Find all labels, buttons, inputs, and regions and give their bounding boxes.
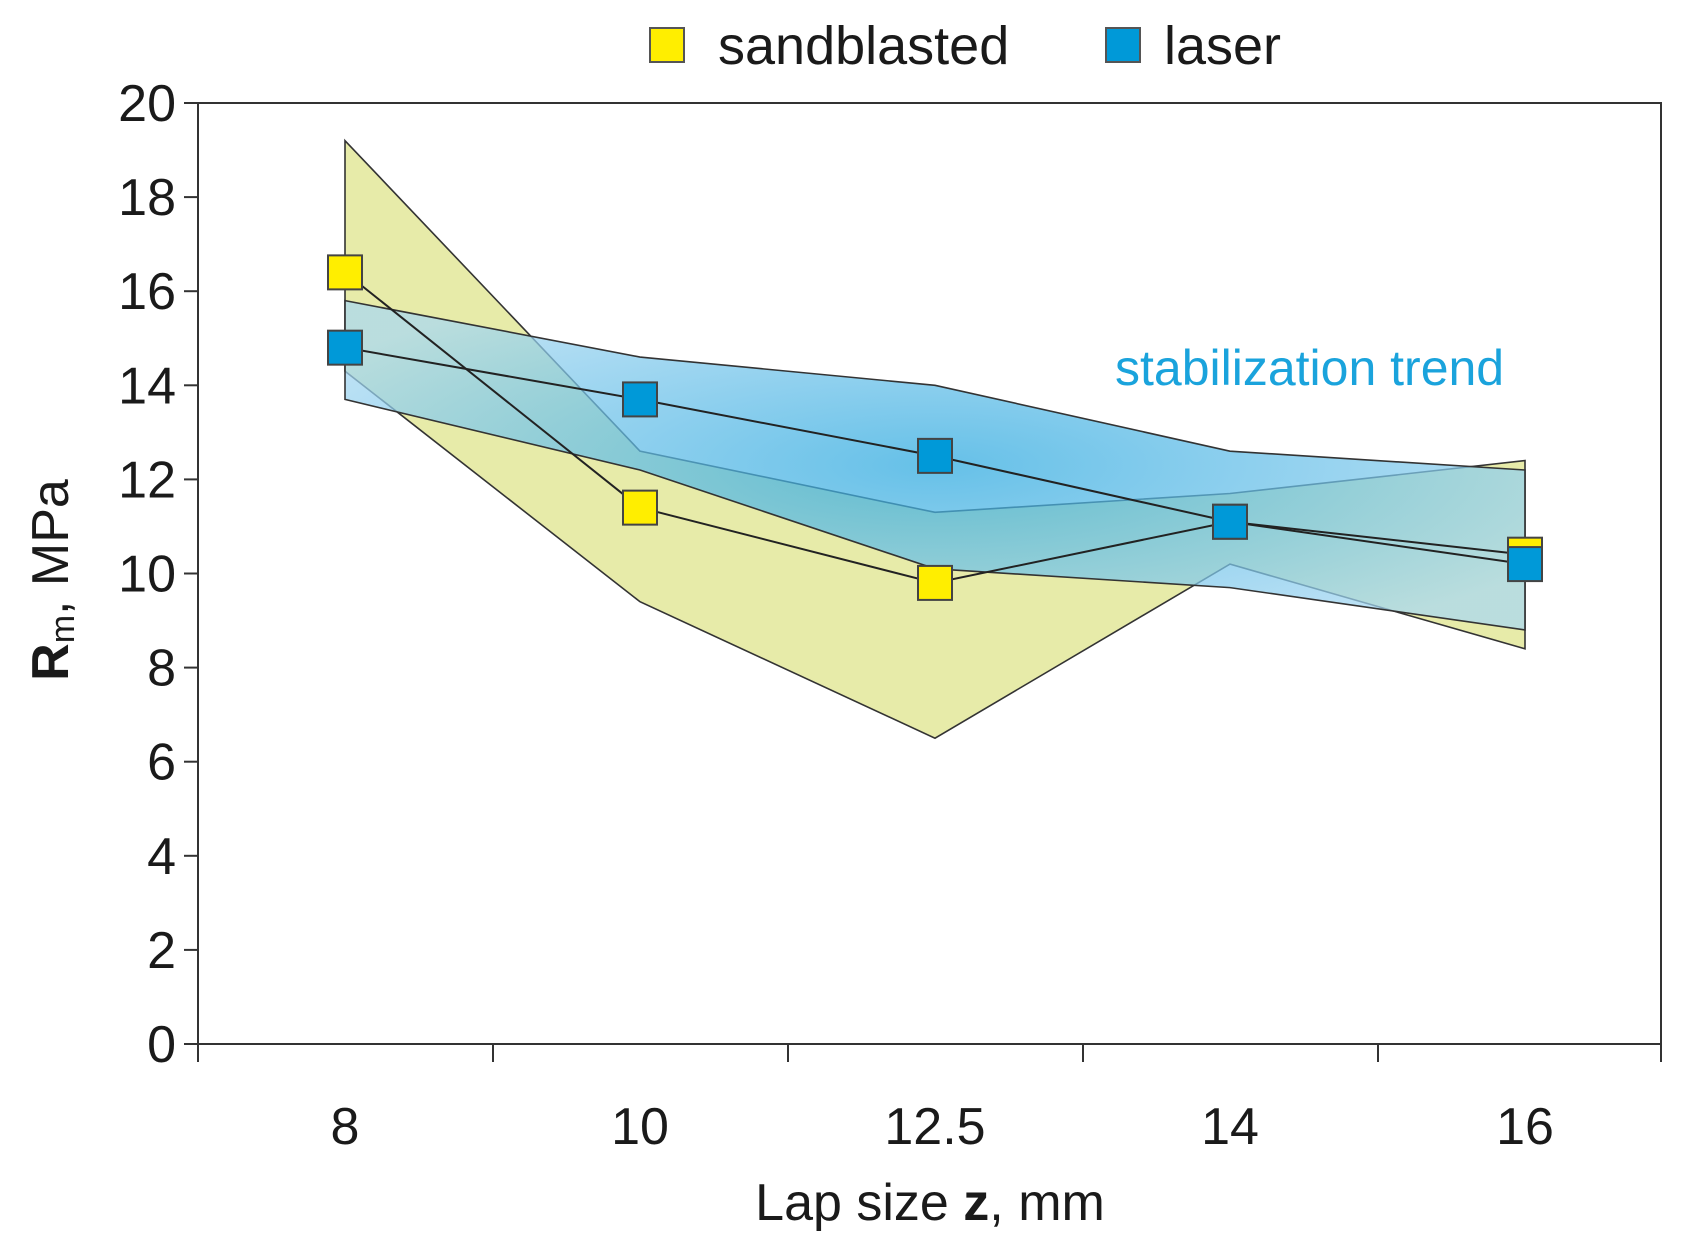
- y-axis-title: Rm, MPa: [22, 479, 82, 681]
- y-tick-label-20: 20: [118, 75, 176, 133]
- marker-laser-14: [1212, 503, 1248, 540]
- y-tick-label-0: 0: [147, 1016, 176, 1074]
- x-axis: 8 10 12.5 14 16: [197, 1044, 1662, 1156]
- x-axis-title-bold: z: [963, 1174, 989, 1232]
- x-tick-label-10: 10: [611, 1098, 669, 1156]
- legend-swatch-laser: [1105, 27, 1141, 63]
- x-tick-label-14: 14: [1201, 1098, 1259, 1156]
- y-axis-title-main: R: [22, 643, 80, 681]
- marker-laser-12.5: [917, 437, 953, 474]
- x-tick-label-8: 8: [331, 1098, 360, 1156]
- y-tick-label-18: 18: [118, 169, 176, 227]
- legend: sandblasted laser: [649, 16, 1281, 76]
- y-axis-title-rest: , MPa: [22, 479, 80, 615]
- marker-sandblasted-12.5: [917, 564, 953, 601]
- markers: [327, 254, 1543, 601]
- annotation-stabilization-trend: stabilization trend: [1115, 340, 1504, 396]
- y-tick-label-6: 6: [147, 734, 176, 792]
- y-tick-label-12: 12: [118, 451, 176, 509]
- x-axis-title: Lap size z, mm: [755, 1174, 1105, 1232]
- marker-laser-16: [1507, 546, 1543, 583]
- x-axis-title-post: , mm: [989, 1174, 1105, 1232]
- y-axis-title-sub: m: [44, 615, 82, 643]
- x-tick-label-12.5: 12.5: [884, 1098, 985, 1156]
- legend-label-sandblasted: sandblasted: [718, 16, 1009, 76]
- y-tick-label-8: 8: [147, 640, 176, 698]
- legend-swatch-sandblasted: [649, 27, 685, 63]
- marker-laser-8: [327, 329, 363, 366]
- legend-label-laser: laser: [1164, 16, 1281, 76]
- y-tick-label-4: 4: [147, 828, 176, 886]
- y-axis: 0 2 4 6 8 10 12 14 16 18 20: [118, 75, 198, 1074]
- y-tick-label-14: 14: [118, 357, 176, 415]
- marker-laser-10: [622, 381, 658, 418]
- y-tick-label-16: 16: [118, 263, 176, 321]
- y-tick-label-10: 10: [118, 546, 176, 604]
- x-axis-title-pre: Lap size: [755, 1174, 963, 1232]
- marker-sandblasted-8: [327, 254, 363, 291]
- y-tick-label-2: 2: [147, 922, 176, 980]
- x-tick-label-16: 16: [1496, 1098, 1554, 1156]
- marker-sandblasted-10: [622, 489, 658, 526]
